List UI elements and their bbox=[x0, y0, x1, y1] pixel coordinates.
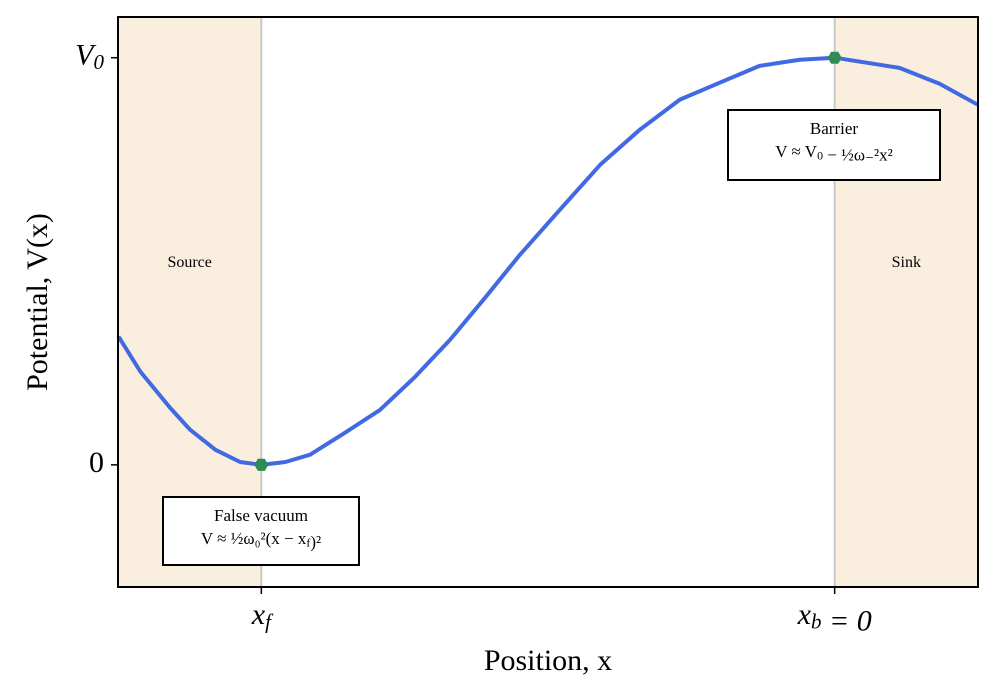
annotation-text: V ≈ ½ω₀²(x − xf)² bbox=[201, 529, 321, 552]
point-marker bbox=[827, 51, 842, 64]
potential-curve bbox=[118, 55, 978, 467]
region bbox=[834, 17, 978, 587]
region-label: Source bbox=[167, 254, 211, 271]
y-axis-label: Potential, V(x) bbox=[21, 213, 54, 391]
x-tick-label: xb = 0 bbox=[797, 598, 872, 637]
point-marker bbox=[254, 458, 269, 471]
y-tick-label: V0 bbox=[75, 39, 104, 74]
region bbox=[118, 17, 262, 587]
plot-frame bbox=[117, 16, 979, 588]
annotation-box bbox=[727, 109, 941, 181]
annotation-box bbox=[162, 496, 360, 566]
annotation-text: Barrier bbox=[810, 119, 858, 138]
x-axis-label: Position, x bbox=[484, 644, 612, 677]
annotation-text: False vacuum bbox=[214, 506, 308, 525]
x-tick-label: xf bbox=[251, 598, 274, 633]
region-label: Sink bbox=[892, 254, 921, 271]
y-tick-label: 0 bbox=[89, 446, 104, 479]
annotation-text: V ≈ V0 − ½ω₋²x² bbox=[775, 142, 892, 165]
